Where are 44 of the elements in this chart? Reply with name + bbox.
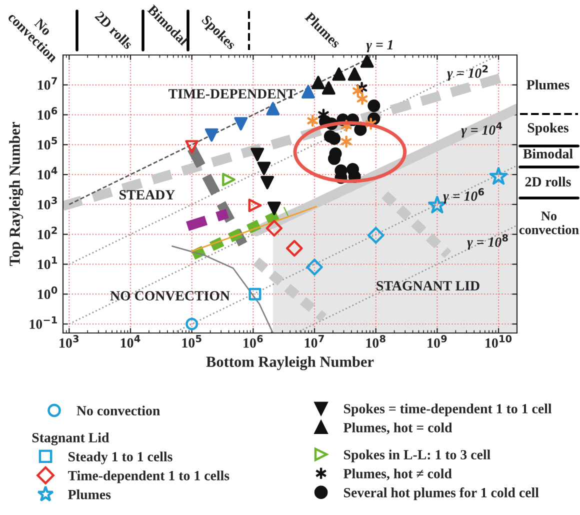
legend-title: Stagnant Lid xyxy=(32,432,110,446)
legend-label: Several hot plumes for 1 cold cell xyxy=(344,487,539,500)
x-axis-title: Bottom Rayleigh Number xyxy=(206,356,374,370)
annotation: γ = 10$^{4}$ xyxy=(461,122,502,138)
legend-label: Spokes in L-L: 1 to 3 cell xyxy=(344,450,490,462)
y-tick-label: 10$^{2}$ xyxy=(38,226,57,240)
legend-label: Plumes, hot ≠ cold xyxy=(344,468,452,480)
x-tick-label: 10$^{10}$ xyxy=(486,335,512,348)
text: γ = 1 xyxy=(366,40,392,52)
y-tick-label: 10$^{5}$ xyxy=(38,137,57,150)
legend-label: Time-dependent 1 to 1 cells xyxy=(68,470,230,484)
annotation: γ = 10$^{2}$ xyxy=(447,65,488,81)
y-tick-label: 10$^{−1}$ xyxy=(30,316,57,329)
legend-label: No convection xyxy=(76,406,160,416)
y-tick-label: 10$^{4}$ xyxy=(38,166,58,180)
legend-label: Plumes, hot = cold xyxy=(344,422,452,434)
text: 2D rolls xyxy=(525,176,571,186)
annotation: γ = 10$^{6}$ xyxy=(443,188,484,204)
y-tick-label: 10$^{0}$ xyxy=(38,286,58,300)
x-tick-label: 10$^{5}$ xyxy=(182,335,202,348)
annotation: TIME-DEPENDENT xyxy=(168,89,296,98)
text: Plumes xyxy=(526,80,570,90)
x-tick-label: 10$^{6}$ xyxy=(244,335,263,348)
y-tick-label: 10$^{3}$ xyxy=(38,196,57,210)
text: 2D rolls xyxy=(94,10,134,50)
text: Spokes xyxy=(528,122,569,136)
x-tick-label: 10$^{9}$ xyxy=(428,335,447,348)
x-tick-label: 10$^{3}$ xyxy=(60,335,79,348)
annotation: STAGNANT LID xyxy=(376,281,480,290)
x-tick-label: 10$^{7}$ xyxy=(305,335,324,348)
y-tick-label: 10$^{6}$ xyxy=(38,107,58,120)
annotation: γ = 10$^{8}$ xyxy=(467,234,508,250)
x-tick-label: 10$^{8}$ xyxy=(366,335,386,348)
y-axis-title: Top Rayleigh Number xyxy=(9,122,24,266)
text: No convection xyxy=(519,212,579,234)
annotation: STEADY xyxy=(120,190,175,200)
text: Bimodal xyxy=(523,148,573,158)
annotation: NO CONVECTION xyxy=(110,291,230,301)
legend-label: Spokes = time-dependent 1 to 1 cell xyxy=(344,404,552,416)
x-tick-label: 10$^{4}$ xyxy=(120,335,140,348)
y-tick-label: 10$^{7}$ xyxy=(38,77,57,90)
legend-label: Steady 1 to 1 cells xyxy=(68,452,172,464)
y-tick-label: 10$^{1}$ xyxy=(38,256,58,270)
legend-label: Plumes xyxy=(68,489,111,500)
